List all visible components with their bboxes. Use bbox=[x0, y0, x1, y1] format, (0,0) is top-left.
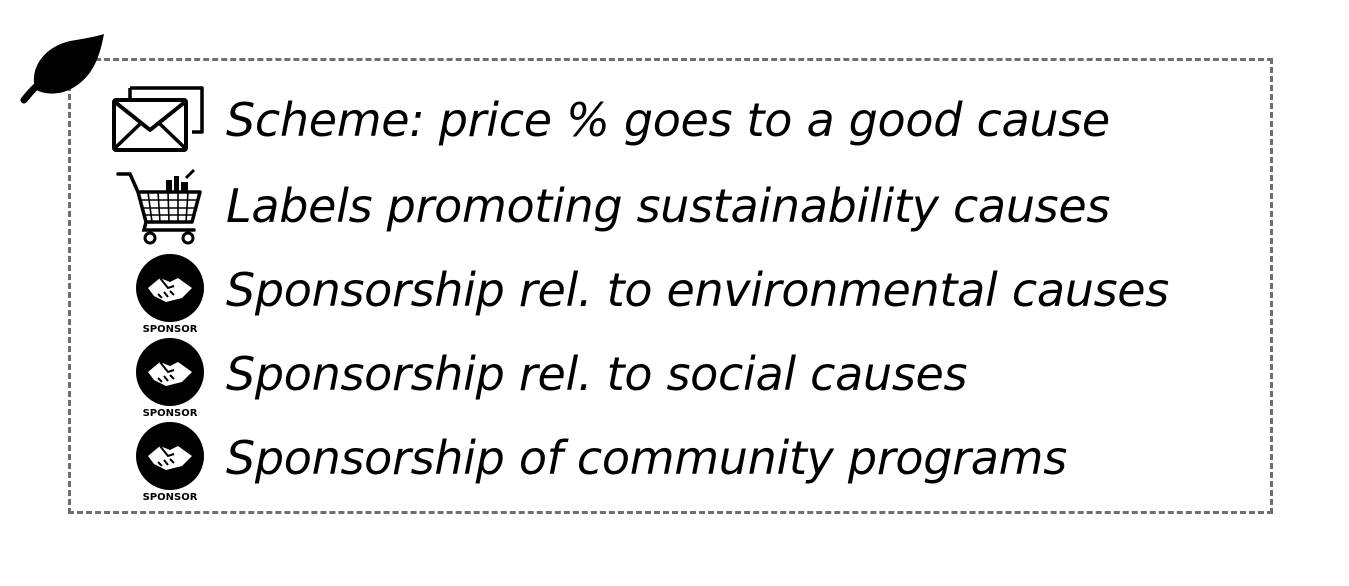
sponsor-handshake-icon: SPONSOR bbox=[136, 254, 204, 332]
sponsor-icon-label: SPONSOR bbox=[143, 408, 198, 416]
shopping-cart-icon bbox=[116, 168, 202, 245]
list-item: Scheme: price % goes to a good cause bbox=[108, 78, 1248, 162]
item-label: Sponsorship rel. to social causes bbox=[226, 347, 968, 401]
list-item: SPONSOR Sponsorship of community program… bbox=[108, 416, 1248, 500]
item-label: Labels promoting sustainability causes bbox=[226, 179, 1111, 233]
item-label: Sponsorship of community programs bbox=[226, 431, 1067, 485]
list-item: SPONSOR Sponsorship rel. to social cause… bbox=[108, 332, 1248, 416]
leaf-icon bbox=[20, 34, 104, 104]
item-label: Sponsorship rel. to environmental causes bbox=[226, 263, 1169, 317]
sponsor-handshake-icon: SPONSOR bbox=[136, 422, 204, 500]
list-item: SPONSOR Sponsorship rel. to environmenta… bbox=[108, 248, 1248, 332]
sponsor-icon-label: SPONSOR bbox=[143, 324, 198, 332]
sponsor-icon-label: SPONSOR bbox=[143, 492, 198, 500]
item-label: Scheme: price % goes to a good cause bbox=[226, 93, 1110, 147]
list-item: Labels promoting sustainability causes bbox=[108, 164, 1248, 248]
envelope-icon bbox=[112, 86, 204, 152]
dashed-frame bbox=[68, 58, 1273, 514]
sponsor-handshake-icon: SPONSOR bbox=[136, 338, 204, 416]
